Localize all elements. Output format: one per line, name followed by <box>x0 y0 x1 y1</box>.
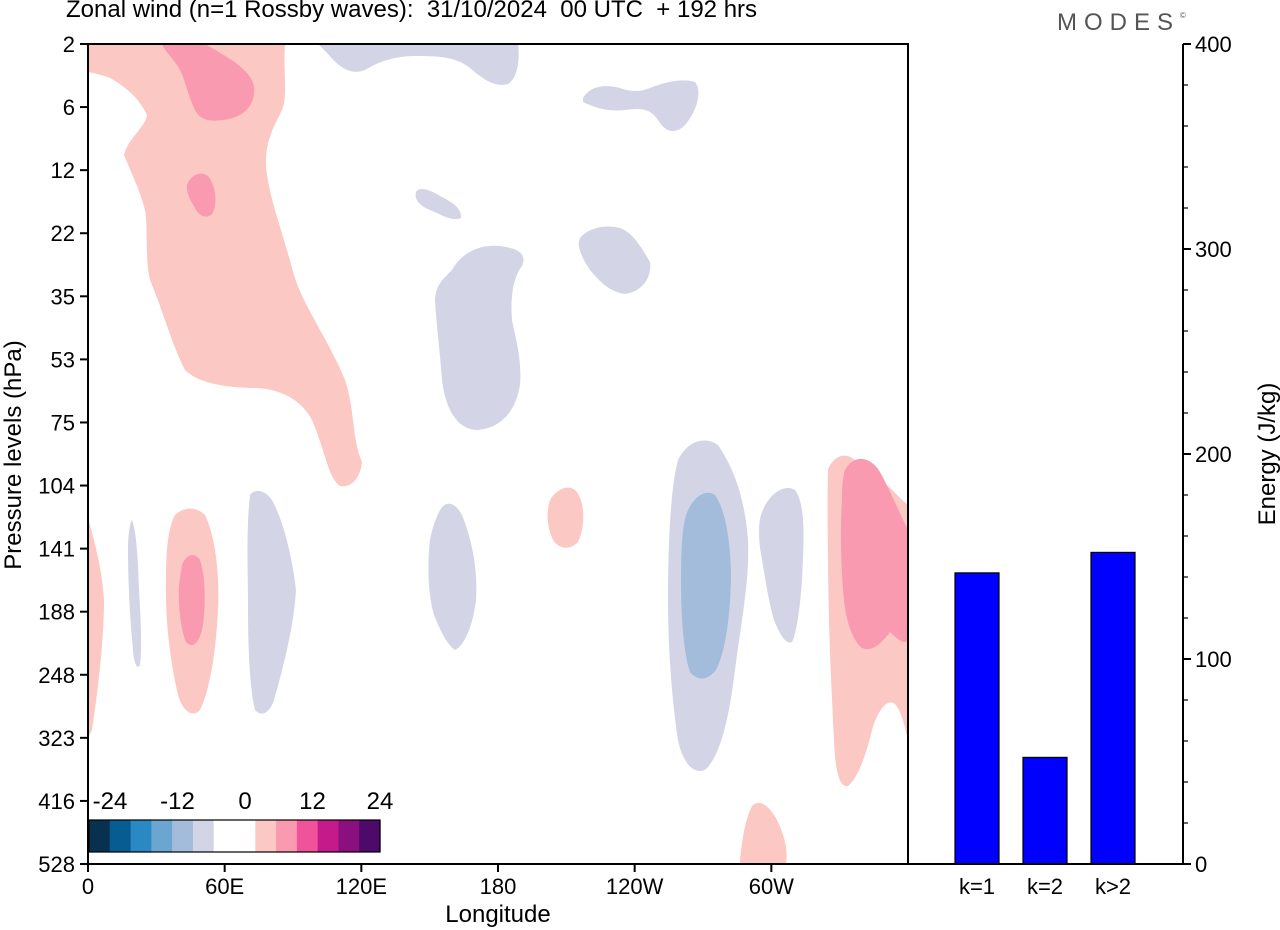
x-tick-label: 180 <box>480 874 517 899</box>
negative-region-35hpa <box>435 245 524 430</box>
copyright-mark: © <box>1180 11 1186 20</box>
colorbar-swatch <box>338 820 360 852</box>
negative-column-160e <box>428 503 477 650</box>
colorbar-swatch <box>234 820 256 852</box>
colorbar-label: -12 <box>160 788 195 815</box>
positive-core-45e <box>178 555 205 646</box>
colorbar-swatch <box>89 820 111 852</box>
brand-logo: MODES© <box>1057 9 1186 37</box>
negative-column-20e <box>128 520 142 667</box>
negative-region-22hpa <box>578 226 651 294</box>
energy-tick-label: 300 <box>1195 237 1232 262</box>
energy-bar-label: k=1 <box>959 874 995 899</box>
brand-name: MODES <box>1057 9 1181 36</box>
x-tick-label: 60W <box>749 874 794 899</box>
y-tick-label: 53 <box>51 347 75 372</box>
y-tick-label: 248 <box>38 663 75 688</box>
positive-region-upper <box>88 44 362 487</box>
negative-region-6hpa <box>583 80 699 132</box>
colorbar-swatch <box>359 820 381 852</box>
colorbar-swatch <box>296 820 319 852</box>
colorbar-swatch <box>213 820 236 852</box>
energy-tick-label: 200 <box>1195 442 1232 467</box>
x-tick-label: 120E <box>336 874 387 899</box>
x-tick-label: 60E <box>205 874 244 899</box>
colorbar-swatch <box>276 820 298 852</box>
x-axis: 0 60E 120E 180 120W 60W <box>82 864 794 899</box>
y-tick-label: 6 <box>63 95 75 120</box>
negative-core-100w <box>681 492 731 679</box>
wind-field <box>88 44 908 864</box>
colorbar-swatch <box>109 820 132 852</box>
y-axis-label: Pressure levels (hPa) <box>0 340 27 569</box>
x-tick-label: 0 <box>82 874 94 899</box>
x-tick-label: 120W <box>606 874 664 899</box>
colorbar-label: 24 <box>367 788 394 815</box>
y-tick-label: 528 <box>38 852 75 877</box>
energy-bar <box>1022 756 1068 865</box>
colorbar-swatch <box>317 820 340 852</box>
energy-tick-label: 400 <box>1195 32 1232 57</box>
y-tick-label: 416 <box>38 789 75 814</box>
positive-blob-160w <box>547 487 584 548</box>
colorbar-label: 12 <box>299 788 326 815</box>
colorbar-swatch <box>172 820 194 852</box>
colorbar-labels: -24 -12 0 12 24 <box>93 788 394 815</box>
energy-bar <box>1090 551 1136 865</box>
y-tick-label: 104 <box>38 474 75 499</box>
y-tick-label: 75 <box>51 410 75 435</box>
y-tick-label: 35 <box>51 284 75 309</box>
colorbar-swatch <box>192 820 215 852</box>
energy-axis-label: Energy (J/kg) <box>1254 383 1280 526</box>
positive-blob-surface <box>740 802 787 864</box>
colorbar-swatches <box>89 820 381 852</box>
positive-column-0 <box>88 518 104 738</box>
colorbar-swatch <box>255 820 277 852</box>
negative-column-80e <box>247 490 296 714</box>
energy-axis: 0 100 200 300 400 <box>1183 32 1232 877</box>
colorbar-label: -24 <box>93 788 128 815</box>
y-tick-label: 141 <box>38 537 75 562</box>
colorbar-swatch <box>130 820 152 852</box>
energy-tick-label: 100 <box>1195 647 1232 672</box>
y-tick-label: 2 <box>63 32 75 57</box>
x-axis-label: Longitude <box>445 901 550 928</box>
positive-core-30w <box>840 458 908 650</box>
positive-core-top <box>162 44 255 121</box>
energy-bar-label: k=2 <box>1027 874 1063 899</box>
y-tick-label: 12 <box>51 158 75 183</box>
chart-title: Zonal wind (n=1 Rossby waves): 31/10/202… <box>66 0 758 23</box>
y-axis: 2 6 12 22 35 53 75 104 141 188 248 323 416 528 <box>38 32 88 877</box>
colorbar: -24 -12 0 12 24 <box>88 788 394 853</box>
colorbar-label: 0 <box>238 788 251 815</box>
energy-bar <box>954 572 1000 865</box>
y-tick-label: 323 <box>38 726 75 751</box>
negative-region-top <box>318 44 519 85</box>
energy-bars: k=1 k=2 k>2 <box>954 551 1136 899</box>
colorbar-swatch <box>151 820 173 852</box>
negative-region-16hpa <box>415 189 462 220</box>
energy-tick-label: 0 <box>1195 852 1207 877</box>
negative-column-60w <box>758 488 804 643</box>
energy-bar-label: k>2 <box>1095 874 1131 899</box>
y-tick-label: 22 <box>51 221 75 246</box>
positive-core-12hpa <box>186 173 216 217</box>
y-tick-label: 188 <box>38 600 75 625</box>
